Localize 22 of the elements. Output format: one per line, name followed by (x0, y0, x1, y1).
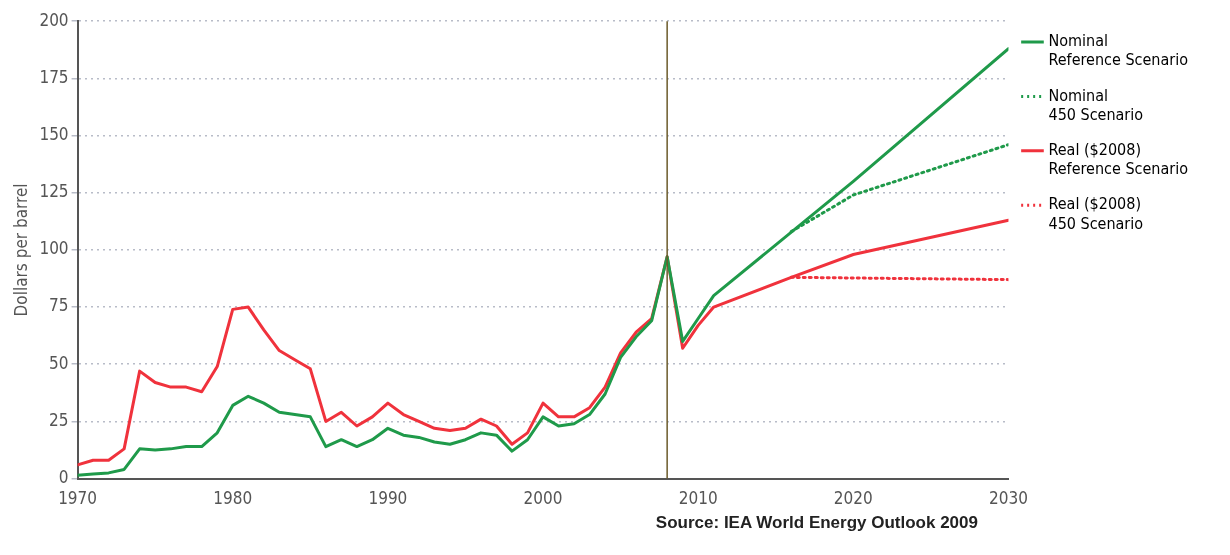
y-axis-title: Dollars per barrel (10, 183, 31, 317)
legend-label: Real ($2008) Reference Scenario (1048, 139, 1189, 179)
x-tick-label: 2020 (833, 488, 873, 509)
y-tick-label: 0 (58, 467, 69, 488)
source-note: Source: IEA World Energy Outlook 2009 (654, 513, 979, 533)
y-tick-label: 150 (39, 123, 69, 144)
x-tick-label: 1990 (368, 488, 408, 509)
y-tick-label: 75 (49, 295, 69, 316)
y-tick-label: 125 (39, 181, 69, 202)
legend-label: Real ($2008) 450 Scenario (1048, 194, 1144, 233)
x-tick-label: 1980 (213, 488, 253, 509)
x-tick-label: 2030 (989, 488, 1028, 509)
y-tick-label: 175 (39, 66, 69, 87)
y-tick-label: 100 (39, 238, 69, 259)
legend-label: Nominal Reference Scenario (1048, 31, 1189, 70)
y-tick-label: 25 (49, 409, 69, 430)
legend-label: Nominal 450 Scenario (1048, 85, 1144, 124)
y-tick-label: 50 (49, 352, 69, 373)
x-tick-label: 2000 (523, 488, 563, 509)
x-tick-label: 2010 (678, 488, 718, 509)
x-tick-label: 1970 (58, 488, 98, 509)
y-tick-label: 200 (39, 9, 69, 30)
